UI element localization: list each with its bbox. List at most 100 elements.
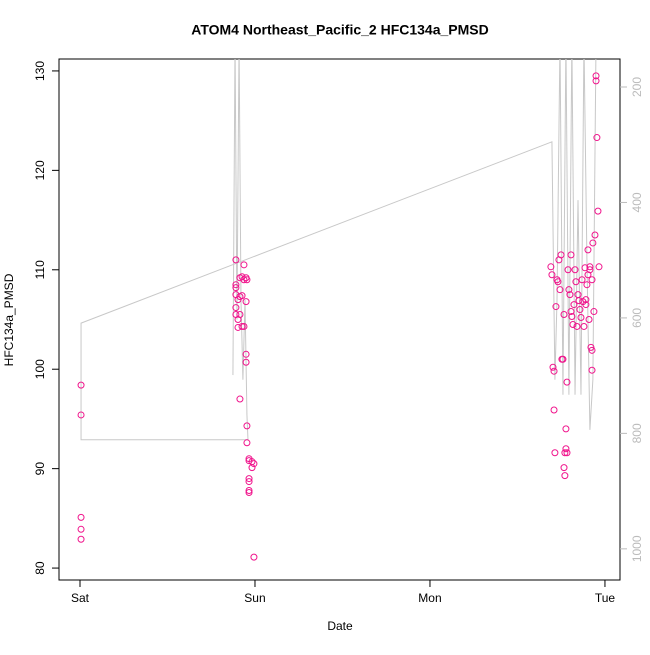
point xyxy=(578,276,586,284)
point xyxy=(589,239,597,247)
point xyxy=(232,304,240,312)
point xyxy=(245,487,253,495)
point xyxy=(593,134,601,142)
point xyxy=(564,266,572,274)
point xyxy=(556,286,564,294)
point xyxy=(563,378,571,386)
point xyxy=(236,311,244,319)
point xyxy=(570,301,578,309)
point xyxy=(575,297,583,305)
point xyxy=(242,298,250,306)
y-tick-label: 90 xyxy=(33,462,47,476)
point xyxy=(238,292,246,300)
point xyxy=(586,263,594,271)
x-axis-label: Date xyxy=(327,619,353,633)
point xyxy=(245,457,253,465)
x-tick-label: Sun xyxy=(244,591,265,605)
point xyxy=(567,308,575,316)
chart-title: ATOM4 Northeast_Pacific_2 HFC134a_PMSD xyxy=(191,22,488,38)
point xyxy=(592,77,600,85)
point xyxy=(238,322,246,330)
line xyxy=(80,59,597,441)
point xyxy=(588,366,596,374)
x-tick-label: Sat xyxy=(71,591,90,605)
y2-tick-label: 600 xyxy=(630,308,644,328)
point xyxy=(565,286,573,294)
point xyxy=(232,281,240,289)
point xyxy=(592,72,600,80)
point xyxy=(566,291,574,299)
y-tick-label: 80 xyxy=(33,561,47,575)
point xyxy=(547,263,555,271)
point xyxy=(232,256,240,264)
point xyxy=(574,291,582,299)
y-tick-label: 120 xyxy=(33,160,47,180)
point xyxy=(245,489,253,497)
point xyxy=(550,406,558,414)
point xyxy=(590,308,598,316)
point xyxy=(77,535,85,543)
point xyxy=(594,207,602,215)
point xyxy=(548,271,556,279)
point xyxy=(549,363,557,371)
y2-tick-label: 200 xyxy=(630,77,644,97)
y-axis-label: HFC134a_PMSD xyxy=(2,273,16,366)
point xyxy=(591,231,599,239)
point xyxy=(240,276,248,284)
point xyxy=(557,251,565,259)
point xyxy=(582,296,590,304)
y2-tick-label: 400 xyxy=(630,192,644,212)
point xyxy=(77,381,85,389)
y-tick-label: 130 xyxy=(33,61,47,81)
point xyxy=(560,311,568,319)
plot-box xyxy=(58,58,621,581)
point xyxy=(232,284,240,292)
point xyxy=(552,303,560,311)
point xyxy=(550,367,558,375)
point xyxy=(584,246,592,254)
point xyxy=(562,445,570,453)
point xyxy=(243,276,251,284)
x-tick-label: Mon xyxy=(418,591,441,605)
point xyxy=(563,449,571,457)
point xyxy=(583,281,591,289)
point xyxy=(77,525,85,533)
point xyxy=(243,439,251,447)
point xyxy=(585,316,593,323)
point xyxy=(560,464,568,472)
point xyxy=(245,478,253,486)
y2-tick-label: 800 xyxy=(630,423,644,443)
y-tick-label: 110 xyxy=(33,260,47,279)
point xyxy=(569,320,577,328)
point xyxy=(562,425,570,433)
point xyxy=(577,314,585,322)
plot-area xyxy=(77,59,603,561)
point xyxy=(561,449,569,457)
point xyxy=(587,343,595,351)
point xyxy=(554,278,562,286)
point xyxy=(586,266,594,274)
point xyxy=(234,323,242,331)
point xyxy=(250,460,258,468)
point xyxy=(588,276,596,284)
point xyxy=(568,313,576,321)
point xyxy=(588,346,596,354)
point xyxy=(250,553,258,561)
point xyxy=(576,306,584,314)
point xyxy=(248,464,256,472)
point xyxy=(567,251,575,259)
point xyxy=(236,395,244,403)
point xyxy=(582,301,590,309)
y-tick-label: 100 xyxy=(33,359,47,379)
point xyxy=(595,263,603,271)
point xyxy=(559,355,567,363)
point xyxy=(245,475,253,483)
point xyxy=(240,322,248,330)
point xyxy=(242,350,250,358)
point xyxy=(77,411,85,419)
point xyxy=(77,513,85,521)
point xyxy=(240,261,248,269)
point xyxy=(242,358,250,366)
point xyxy=(573,322,581,330)
point xyxy=(561,472,569,480)
